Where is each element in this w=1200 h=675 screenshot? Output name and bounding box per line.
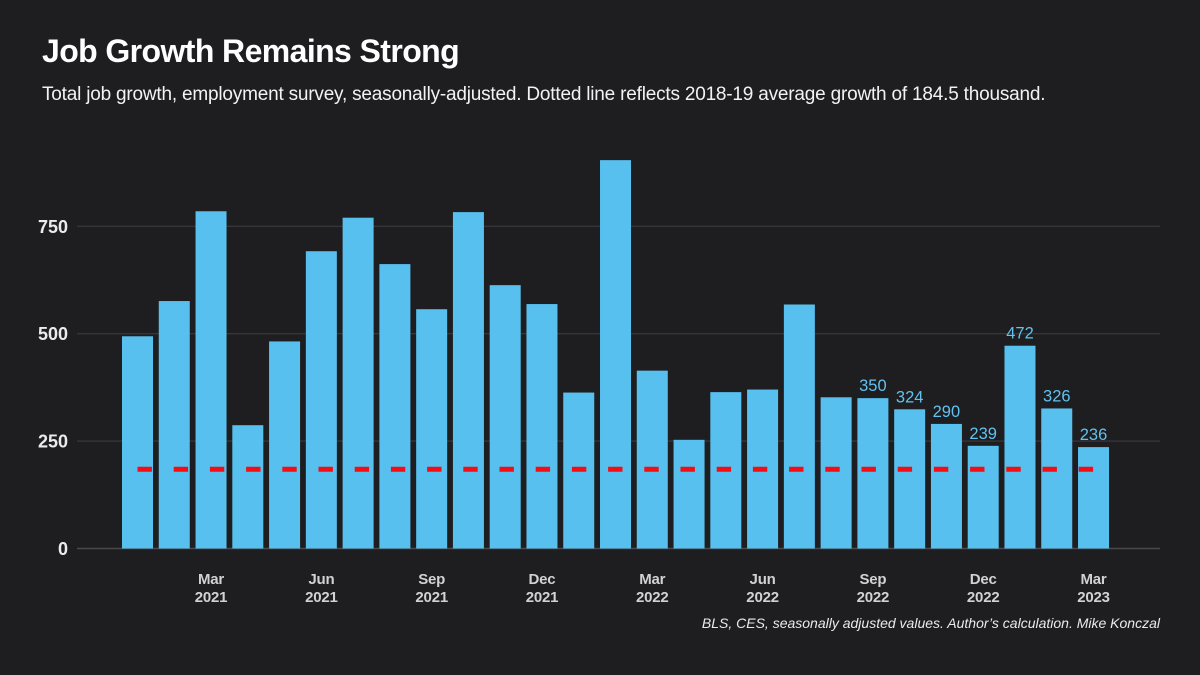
bar-value-label: 326 bbox=[1043, 388, 1071, 406]
bar-dec-2021 bbox=[526, 304, 558, 549]
bar-jul-2022 bbox=[783, 304, 815, 549]
bar-mar-2022 bbox=[636, 370, 668, 549]
x-tick-month-label: Dec bbox=[529, 571, 556, 588]
bar-jan-2021 bbox=[122, 336, 153, 549]
bar-aug-2022 bbox=[820, 397, 852, 549]
x-tick-month-label: Sep bbox=[418, 571, 445, 588]
bar-feb-2021 bbox=[158, 301, 190, 549]
page-title: Job Growth Remains Strong bbox=[42, 33, 460, 69]
bar-oct-2021 bbox=[452, 212, 484, 549]
x-tick-year-label: 2021 bbox=[195, 589, 228, 606]
x-tick-year-label: 2022 bbox=[746, 589, 779, 606]
bar-value-label: 236 bbox=[1080, 426, 1108, 444]
bar-feb-2022 bbox=[600, 160, 632, 549]
x-tick-year-label: 2021 bbox=[526, 589, 559, 606]
x-tick-month-label: Sep bbox=[859, 571, 886, 588]
source-attribution: BLS, CES, seasonally adjusted values. Au… bbox=[701, 615, 1160, 631]
bar-value-label: 290 bbox=[933, 403, 961, 421]
bar-dec-2022 bbox=[967, 445, 999, 549]
bar-nov-2022 bbox=[930, 423, 962, 549]
bar-sep-2021 bbox=[416, 309, 448, 549]
bar-mar-2023 bbox=[1078, 447, 1110, 549]
bar-may-2021 bbox=[269, 341, 301, 549]
x-tick-year-label: 2021 bbox=[305, 589, 338, 606]
x-tick-year-label: 2022 bbox=[967, 589, 1000, 606]
x-tick-year-label: 2022 bbox=[857, 589, 890, 606]
x-tick-month-label: Jun bbox=[750, 571, 776, 588]
y-tick-label: 750 bbox=[38, 217, 68, 237]
chart-subtitle: Total job growth, employment survey, sea… bbox=[42, 84, 1046, 105]
x-tick-month-label: Mar bbox=[1080, 571, 1106, 588]
bar-sep-2022 bbox=[857, 398, 889, 549]
bar-feb-2023 bbox=[1041, 408, 1073, 549]
x-tick-year-label: 2021 bbox=[415, 589, 448, 606]
y-tick-label: 500 bbox=[38, 324, 68, 344]
x-tick-month-label: Mar bbox=[198, 571, 224, 588]
bar-jun-2021 bbox=[305, 251, 337, 549]
x-tick-year-label: 2022 bbox=[636, 589, 669, 606]
bar-apr-2022 bbox=[673, 439, 705, 549]
bar-value-label: 239 bbox=[969, 425, 997, 443]
bar-mar-2021 bbox=[195, 211, 227, 549]
bar-apr-2021 bbox=[232, 425, 264, 549]
y-tick-label: 0 bbox=[58, 539, 68, 559]
bar-value-label: 472 bbox=[1006, 325, 1034, 343]
bar-nov-2021 bbox=[489, 285, 521, 549]
y-tick-label: 250 bbox=[38, 432, 68, 452]
bar-value-label: 350 bbox=[859, 377, 887, 395]
bar-oct-2022 bbox=[894, 409, 926, 549]
bar-aug-2021 bbox=[379, 264, 411, 549]
x-tick-month-label: Jun bbox=[308, 571, 334, 588]
bar-jul-2021 bbox=[342, 217, 374, 549]
bar-value-label: 324 bbox=[896, 388, 924, 406]
x-tick-month-label: Mar bbox=[639, 571, 665, 588]
bar-jan-2023 bbox=[1004, 345, 1036, 549]
x-tick-year-label: 2023 bbox=[1077, 589, 1110, 606]
x-tick-month-label: Dec bbox=[970, 571, 997, 588]
